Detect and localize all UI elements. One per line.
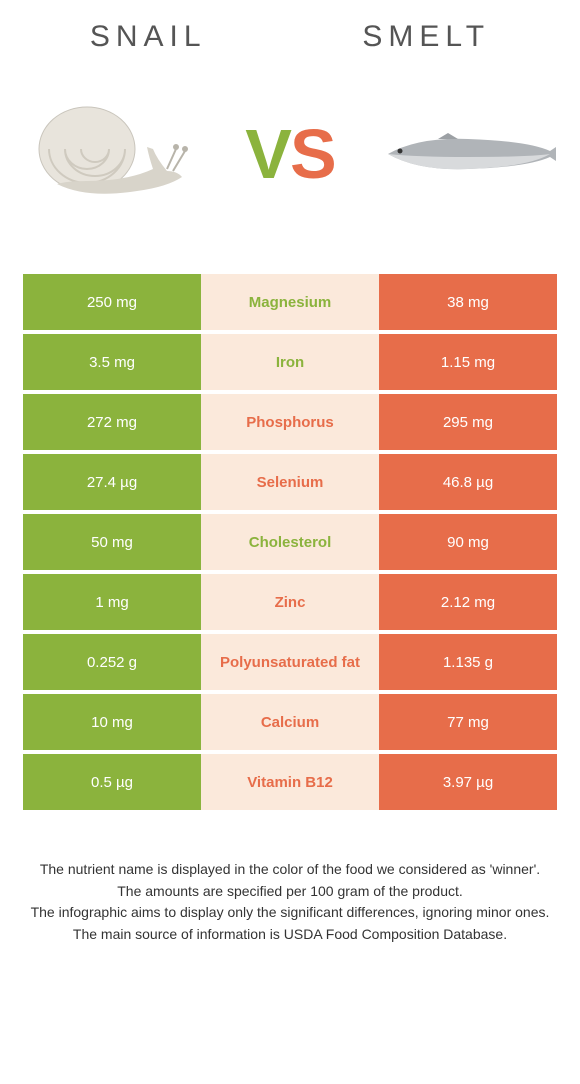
table-row: 27.4 µgSelenium46.8 µg: [23, 454, 557, 510]
value-right: 2.12 mg: [379, 574, 557, 630]
vs-label: VS: [245, 114, 334, 194]
vs-row: VS: [12, 94, 568, 214]
table-row: 1 mgZinc2.12 mg: [23, 574, 557, 630]
value-right: 1.15 mg: [379, 334, 557, 390]
value-left: 0.5 µg: [23, 754, 201, 810]
nutrient-label: Phosphorus: [201, 394, 379, 450]
nutrient-label: Selenium: [201, 454, 379, 510]
vs-s: S: [290, 114, 335, 194]
nutrient-label: Calcium: [201, 694, 379, 750]
value-right: 46.8 µg: [379, 454, 557, 510]
title-left: Snail: [90, 20, 207, 54]
fish-image: [378, 94, 558, 214]
table-row: 3.5 mgIron1.15 mg: [23, 334, 557, 390]
table-row: 250 mgMagnesium38 mg: [23, 274, 557, 330]
footer-line-1: The nutrient name is displayed in the co…: [28, 860, 552, 880]
table-row: 50 mgCholesterol90 mg: [23, 514, 557, 570]
value-left: 27.4 µg: [23, 454, 201, 510]
snail-icon: [27, 99, 197, 209]
value-right: 90 mg: [379, 514, 557, 570]
snail-image: [22, 94, 202, 214]
value-right: 77 mg: [379, 694, 557, 750]
value-right: 38 mg: [379, 274, 557, 330]
nutrient-label: Iron: [201, 334, 379, 390]
value-right: 1.135 g: [379, 634, 557, 690]
fish-icon: [378, 129, 558, 179]
vs-v: V: [245, 114, 290, 194]
table-row: 0.5 µgVitamin B123.97 µg: [23, 754, 557, 810]
value-left: 10 mg: [23, 694, 201, 750]
value-left: 1 mg: [23, 574, 201, 630]
nutrient-table: 250 mgMagnesium38 mg3.5 mgIron1.15 mg272…: [23, 274, 557, 810]
table-row: 0.252 gPolyunsaturated fat1.135 g: [23, 634, 557, 690]
nutrient-label: Zinc: [201, 574, 379, 630]
value-left: 0.252 g: [23, 634, 201, 690]
header-row: Snail Smelt: [12, 20, 568, 54]
footer-line-2: The amounts are specified per 100 gram o…: [28, 882, 552, 902]
value-right: 3.97 µg: [379, 754, 557, 810]
value-left: 272 mg: [23, 394, 201, 450]
nutrient-label: Polyunsaturated fat: [201, 634, 379, 690]
table-row: 10 mgCalcium77 mg: [23, 694, 557, 750]
nutrient-label: Cholesterol: [201, 514, 379, 570]
nutrient-label: Vitamin B12: [201, 754, 379, 810]
value-left: 250 mg: [23, 274, 201, 330]
value-right: 295 mg: [379, 394, 557, 450]
footer-line-3: The infographic aims to display only the…: [28, 903, 552, 923]
value-left: 3.5 mg: [23, 334, 201, 390]
title-right: Smelt: [362, 20, 490, 54]
value-left: 50 mg: [23, 514, 201, 570]
table-row: 272 mgPhosphorus295 mg: [23, 394, 557, 450]
footer-line-4: The main source of information is USDA F…: [28, 925, 552, 945]
footer-text: The nutrient name is displayed in the co…: [12, 860, 568, 944]
nutrient-label: Magnesium: [201, 274, 379, 330]
